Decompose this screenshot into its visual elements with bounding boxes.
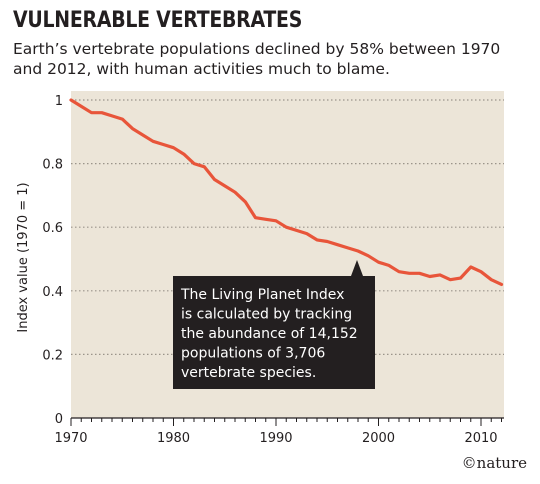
chart-subtitle: Earth’s vertebrate populations declined … — [13, 40, 501, 78]
y-tick-label: 0 — [55, 412, 63, 427]
x-tick-label: 2000 — [362, 431, 395, 446]
x-tick-label: 2010 — [464, 431, 497, 446]
x-tick-label: 1970 — [54, 431, 87, 446]
index-line — [69, 98, 504, 286]
annotation-line: the abundance of 14,152 — [181, 326, 358, 342]
axes: 0 0.2 0.4 0.6 0.8 1 1970 1980 1990 2000 2010 — [42, 94, 504, 446]
publisher-credit: ©nature — [462, 454, 527, 472]
series — [69, 98, 504, 286]
y-tick-label: 0.6 — [42, 221, 63, 236]
annotation-background — [173, 260, 375, 389]
annotation-line: populations of 3,706 — [181, 346, 325, 362]
chart-title: VULNERABLE VERTEBRATES — [13, 8, 303, 33]
annotation-line: is calculated by tracking — [181, 307, 352, 323]
x-tick-label: 1990 — [259, 431, 292, 446]
y-tick-label: 0.4 — [42, 285, 63, 300]
annotation-box: The Living Planet Index is calculated by … — [173, 260, 375, 389]
y-tick-label: 1 — [55, 94, 63, 109]
y-axis-title: Index value (1970 = 1) — [16, 182, 31, 332]
annotation-line: The Living Planet Index — [180, 287, 344, 303]
annotation-line: vertebrate species. — [181, 365, 316, 381]
y-tick-label: 0.2 — [42, 348, 63, 363]
x-tick-label: 1980 — [157, 431, 190, 446]
y-tick-label: 0.8 — [42, 158, 63, 173]
